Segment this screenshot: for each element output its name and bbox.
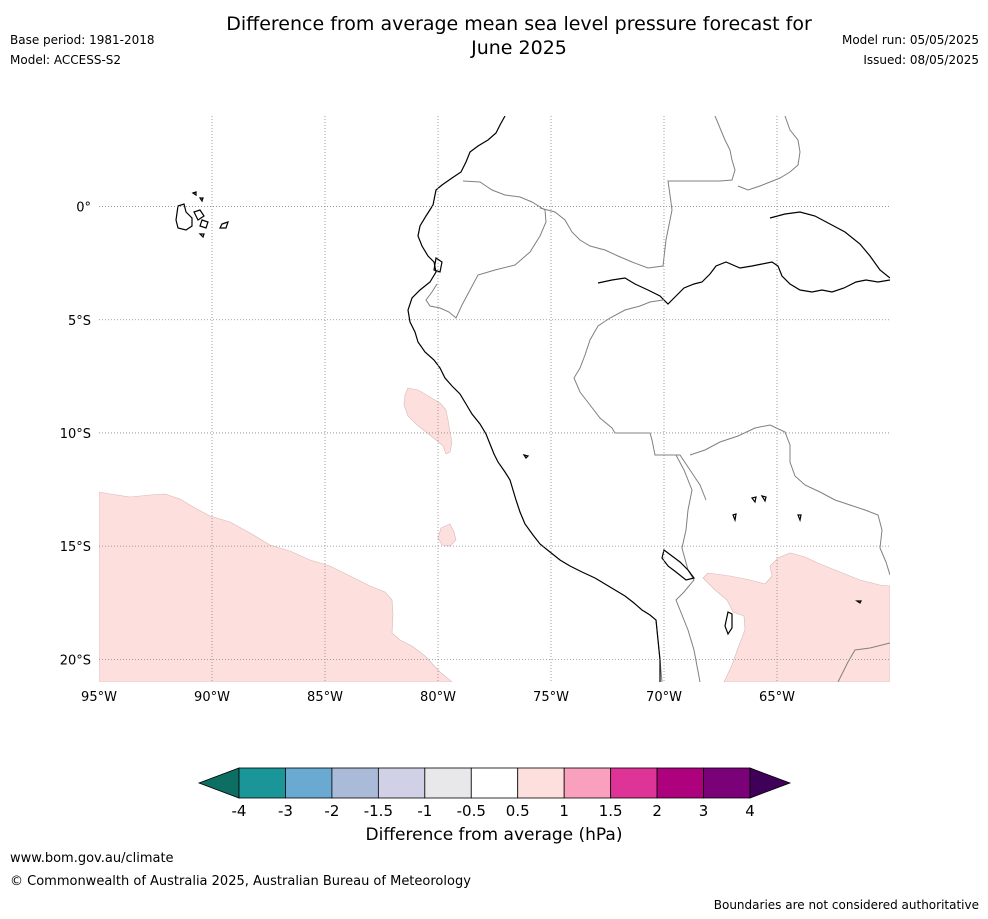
colorbar-segment — [563, 767, 612, 799]
border-east — [837, 642, 890, 682]
title-line-2: June 2025 — [471, 37, 567, 59]
lat-tick-label: 20°S — [60, 653, 91, 668]
coast-amazon-river — [597, 261, 890, 305]
colorbar-tick-label: 1 — [559, 802, 569, 820]
lon-tick-label: 65°W — [759, 690, 795, 705]
coast-pacific-south-america — [407, 116, 661, 682]
meta-right: Model run: 05/05/2025 Issued: 08/05/2025 — [842, 30, 979, 70]
colorbar-tick-label: -4 — [232, 802, 247, 820]
colorbar-tick-label: 3 — [699, 802, 709, 820]
colorbar-segment — [656, 767, 704, 799]
footer-note: Boundaries are not considered authoritat… — [713, 898, 979, 912]
galapagos-islands — [175, 191, 229, 239]
coast-lake-titicaca — [661, 548, 696, 581]
lon-tick-label: 70°W — [646, 690, 682, 705]
border-colombia-brazil — [539, 116, 736, 269]
anomaly-fills — [99, 387, 890, 682]
colorbar-segment — [285, 767, 333, 799]
colorbar-segment — [517, 767, 565, 799]
colorbar — [197, 767, 792, 799]
title-line-1: Difference from average mean sea level p… — [226, 13, 812, 35]
country-borders — [425, 116, 890, 682]
border-brazil-venezuela — [737, 116, 801, 191]
footer-url: www.bom.gov.au/climate — [10, 851, 174, 866]
lon-tick-label: 90°W — [194, 690, 230, 705]
colorbar-segment — [703, 767, 751, 799]
colorbar-tick-label: 0.5 — [506, 802, 530, 820]
border-ecuador-colombia-peru — [425, 180, 547, 319]
border-bolivia-brazil — [689, 424, 890, 576]
colorbar-over-arrow — [749, 767, 792, 799]
lat-tick-labels: 0° 5°S 10°S 15°S 20°S — [60, 201, 91, 669]
lat-tick-label: 10°S — [60, 427, 91, 442]
border-peru-brazil — [573, 299, 707, 501]
colorbar-tick-label: -2 — [324, 802, 339, 820]
lon-tick-label: 85°W — [307, 690, 343, 705]
footer-copyright: © Commonwealth of Australia 2025, Austra… — [10, 874, 471, 889]
model-run-date: Model run: 05/05/2025 — [841, 33, 979, 47]
issued-date: Issued: 08/05/2025 — [863, 53, 979, 67]
colorbar-segment — [238, 767, 286, 799]
small-lakes — [433, 256, 862, 636]
border-peru-bolivia — [675, 454, 701, 682]
lon-tick-label: 95°W — [81, 690, 117, 705]
coastlines — [175, 116, 890, 682]
coast-orinoco — [769, 211, 890, 279]
colorbar-segment — [610, 767, 658, 799]
lat-tick-label: 0° — [76, 201, 91, 216]
colorbar-tick-label: -3 — [278, 802, 293, 820]
colorbar-tick-label: -0.5 — [457, 802, 486, 820]
model-name: Model: ACCESS-S2 — [10, 53, 122, 67]
graticule — [99, 116, 890, 682]
lon-tick-label: 80°W — [420, 690, 456, 705]
colorbar-tick-label: 4 — [745, 802, 755, 820]
colorbar-tick-label: -1 — [417, 802, 432, 820]
colorbar-tick-labels: -4 -3 -2 -1.5 -1 -0.5 0.5 1 1.5 2 3 4 — [232, 802, 755, 820]
base-period: Base period: 1981-2018 — [10, 33, 155, 47]
lon-tick-labels: 95°W 90°W 85°W 80°W 75°W 70°W 65°W — [81, 690, 795, 705]
anomaly-region-small — [437, 523, 457, 547]
colorbar-tick-label: -1.5 — [364, 802, 393, 820]
lon-tick-label: 75°W — [533, 690, 569, 705]
colorbar-tick-label: 2 — [652, 802, 662, 820]
colorbar-segment — [331, 767, 379, 799]
colorbar-tick-label: 1.5 — [599, 802, 623, 820]
anomaly-region-southwest — [99, 491, 453, 682]
colorbar-segment — [424, 767, 472, 799]
colorbar-segment — [377, 767, 426, 799]
lat-tick-label: 5°S — [68, 314, 91, 329]
colorbar-under-arrow — [197, 767, 240, 799]
map-title: Difference from average mean sea level p… — [150, 12, 888, 60]
lat-tick-label: 15°S — [60, 540, 91, 555]
colorbar-segment — [470, 767, 519, 799]
anomaly-region-offshore — [403, 387, 453, 455]
meta-left: Base period: 1981-2018 Model: ACCESS-S2 — [10, 30, 155, 70]
colorbar-label: Difference from average (hPa) — [365, 825, 623, 845]
anomaly-region-southeast — [702, 552, 890, 682]
